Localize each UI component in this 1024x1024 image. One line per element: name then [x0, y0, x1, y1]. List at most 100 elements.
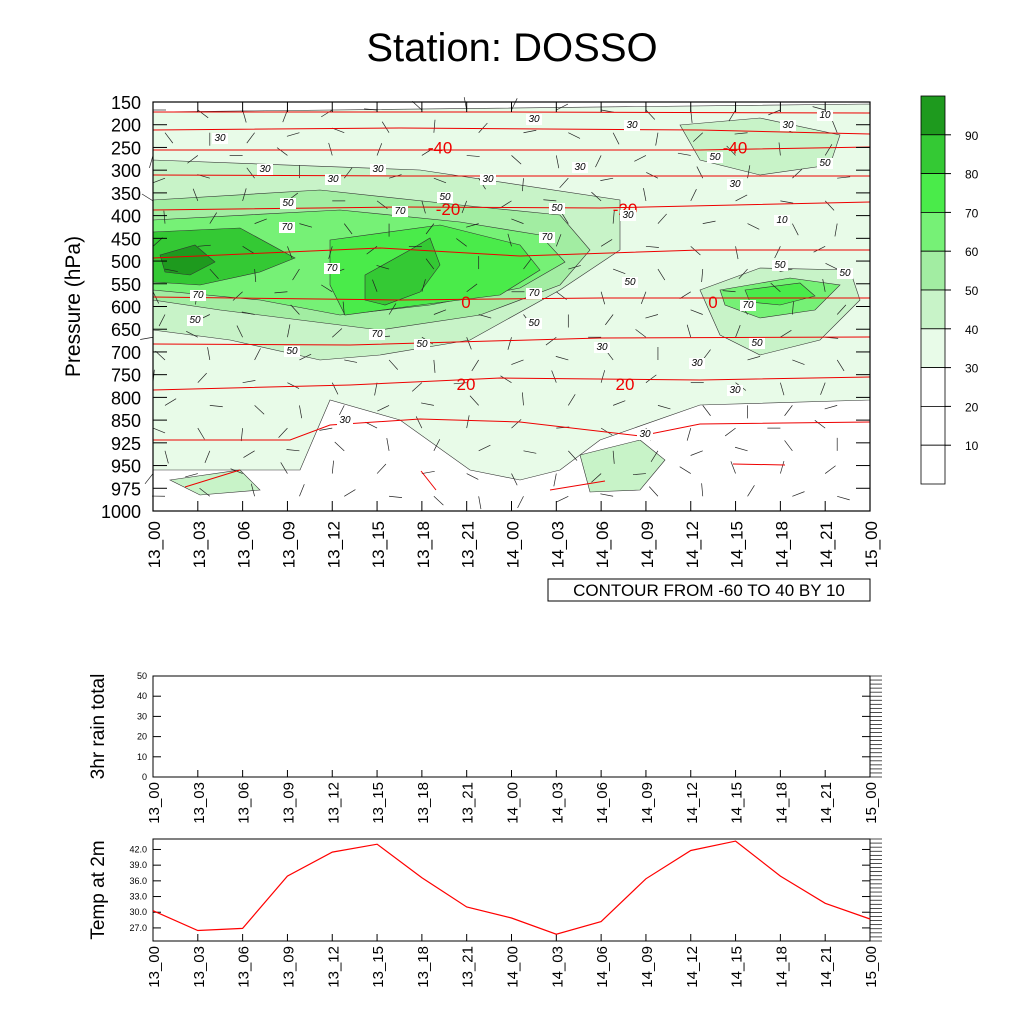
wind-barb: [770, 282, 781, 293]
wind-barb: [144, 473, 154, 485]
wind-barb: [197, 109, 209, 119]
rh-contour-label: 30: [782, 120, 794, 131]
rh-label-bg: [526, 288, 542, 299]
wind-barb: [466, 337, 472, 350]
wind-barbs: [140, 97, 851, 510]
colorbar-box: [920, 95, 946, 136]
wind-barb: [724, 427, 736, 437]
wind-barb: [600, 239, 613, 247]
wind-barb: [376, 143, 383, 156]
wind-barb: [738, 268, 748, 279]
wind-barb: [207, 347, 211, 361]
rh-label-bg: [624, 120, 640, 131]
wind-barb: [453, 382, 467, 385]
y-tick-label: 10: [137, 752, 147, 762]
x-tick-label: 13_06: [236, 782, 253, 824]
wind-barb: [612, 210, 615, 224]
rh-label-bg: [526, 114, 542, 125]
temp-contour: [152, 296, 870, 301]
wind-barb: [433, 496, 444, 506]
wind-barb: [701, 483, 704, 497]
colorbar-label: 20: [965, 400, 979, 414]
temp-contour-label: -40: [723, 138, 748, 157]
x-tick-label: 14_12: [684, 782, 701, 824]
x-tick-label: 15_00: [863, 946, 880, 988]
wind-barb: [199, 487, 211, 497]
y-tick-label: 42.0: [129, 844, 147, 854]
wind-barb: [568, 132, 581, 139]
wind-barb: [553, 473, 557, 487]
wind-barb: [591, 191, 602, 202]
rh-label-bg: [622, 277, 638, 288]
temp-contour: [152, 376, 871, 391]
wind-barb: [600, 177, 614, 181]
rh-contour-label: 70: [528, 288, 540, 299]
rh-label-bg: [707, 152, 723, 163]
y-axis-title: Pressure (hPa): [62, 236, 85, 377]
wind-barb: [241, 311, 255, 315]
colorbar-label: 50: [965, 284, 979, 298]
colorbar-box: [920, 367, 946, 407]
rh-label-bg: [620, 210, 636, 221]
rh-label-bg: [284, 346, 300, 357]
wind-barb: [186, 331, 198, 338]
x-tick-label: 14_00: [504, 521, 523, 568]
wind-barb: [466, 473, 479, 480]
wind-barb: [774, 246, 781, 259]
y-tick-label: 550: [111, 275, 141, 295]
y-tick-label: 650: [111, 320, 141, 340]
wind-barb: [646, 172, 659, 179]
y-tick-label: 1000: [101, 502, 141, 522]
wind-barb: [376, 463, 387, 474]
wind-barb: [158, 314, 166, 327]
wind-barb: [388, 303, 397, 315]
x-tick-label: 13_00: [146, 782, 163, 824]
wind-barb: [164, 398, 177, 406]
wind-barb: [650, 450, 659, 463]
y-tick-label: 150: [111, 93, 141, 113]
wind-barb: [831, 120, 838, 133]
rh-label-bg: [392, 206, 408, 217]
wind-barb: [425, 223, 435, 235]
x-tick-label: 14_12: [684, 946, 701, 988]
colorbar-label: 70: [965, 206, 979, 220]
wind-barb: [242, 380, 256, 384]
wind-barb: [825, 263, 838, 270]
wind-barb: [163, 210, 166, 224]
wind-barb: [591, 473, 602, 483]
rh-label-bg: [817, 158, 833, 169]
rh-contour-label: 30: [596, 342, 608, 353]
rh-label-bg: [780, 120, 796, 131]
wind-barb: [511, 155, 522, 165]
y-tick-label: 36.0: [129, 876, 147, 886]
wind-barb: [344, 359, 358, 363]
y-tick-label: 400: [111, 207, 141, 227]
wind-barb: [735, 194, 748, 202]
wind-barb: [242, 188, 247, 201]
wind-barb: [824, 144, 833, 156]
x-tick-label: 14_06: [594, 782, 611, 824]
wind-barb: [141, 193, 154, 202]
temp-contour: [549, 480, 606, 491]
wind-barb: [299, 223, 313, 228]
wind-barb: [280, 462, 288, 474]
wind-barb: [469, 395, 479, 406]
y-tick-label: 800: [111, 388, 141, 408]
wind-barb: [784, 440, 793, 452]
x-tick-label: 14_03: [548, 521, 567, 568]
wind-barb: [522, 178, 524, 192]
x-tick-label: 13_00: [145, 521, 164, 568]
rh-label-bg: [749, 338, 765, 349]
rh-contour-label: 70: [326, 263, 338, 274]
rh-label-bg: [774, 215, 790, 226]
wind-barb: [254, 405, 265, 415]
rh-label-bg: [324, 263, 340, 274]
y-tick-label: 500: [111, 252, 141, 272]
wind-barb: [612, 400, 626, 406]
wind-barb: [686, 324, 692, 338]
wind-barb: [344, 489, 356, 497]
wind-barb: [507, 233, 512, 247]
x-tick-label: 14_15: [728, 521, 747, 568]
rh-label-bg: [370, 164, 386, 175]
wind-barb: [556, 495, 569, 503]
